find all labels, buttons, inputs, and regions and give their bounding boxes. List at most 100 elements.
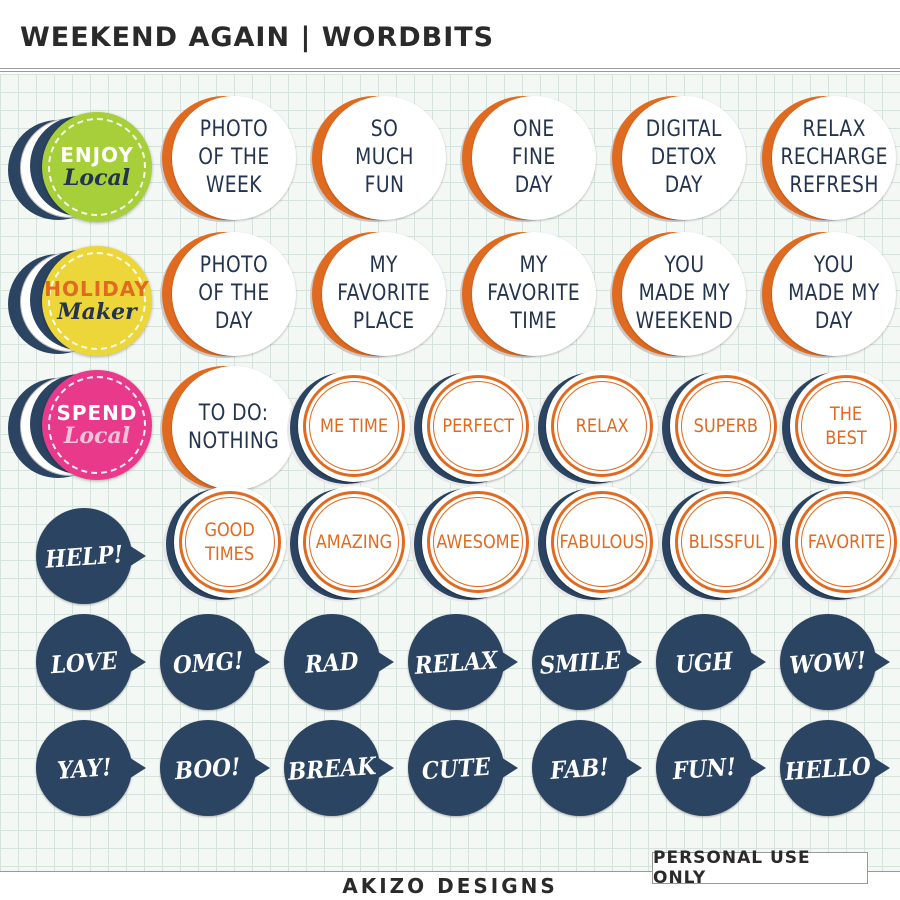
orange-wordbit-blissful: BLISSFUL	[659, 486, 782, 602]
badge-line-2: Local	[63, 165, 131, 191]
speech-bubble-relax: RELAX	[408, 614, 518, 710]
wordbit-text: SO MUCH FUN	[354, 117, 414, 198]
speech-bubble-fab: FAB!	[532, 720, 642, 816]
white-wordbit-you-made-my-day: YOU MADE MY DAY	[760, 232, 896, 358]
speech-bubble-smile: SMILE	[532, 614, 642, 710]
wordbit-text: AWESOME	[436, 531, 520, 553]
speech-bubble-help: HELP!	[36, 508, 146, 604]
wordbit-text: RELAX	[575, 415, 629, 437]
bubble-tail-icon	[372, 648, 394, 676]
wordbit-text: MY FAVORITE PLACE	[337, 253, 431, 334]
header-divider	[0, 68, 900, 72]
bubble-text: YAY!	[55, 751, 113, 785]
white-wordbit-photo-of-the-week: PHOTO OF THE WEEK	[160, 96, 296, 222]
white-wordbit-to-do-nothing: TO DO: NOTHING	[160, 366, 296, 492]
brand-name: AKIZO DESIGNS	[342, 874, 558, 898]
bubble-text: RAD	[304, 645, 360, 679]
bubble-tail-icon	[124, 754, 146, 782]
wordbit-text: DIGITAL DETOX DAY	[645, 117, 723, 198]
bubble-tail-icon	[372, 754, 394, 782]
bubble-text: FUN!	[671, 751, 737, 785]
speech-bubble-yay: YAY!	[36, 720, 146, 816]
wordbit-text: SUPERB	[693, 415, 759, 437]
wordbit-text: AMAZING	[315, 531, 393, 553]
wordbit-text: FABULOUS	[559, 531, 645, 553]
orange-wordbit-good-times: GOOD TIMES	[163, 486, 286, 602]
orange-wordbit-fabulous: FABULOUS	[535, 486, 658, 602]
speech-bubble-rad: RAD	[284, 614, 394, 710]
bubble-text: UGH	[674, 645, 734, 679]
white-wordbit-photo-of-the-day: PHOTO OF THE DAY	[160, 232, 296, 358]
bubble-tail-icon	[868, 754, 890, 782]
badge-line-1: HOLIDAY	[44, 277, 150, 301]
white-wordbit-one-fine-day: ONE FINE DAY	[460, 96, 596, 222]
bubble-tail-icon	[868, 648, 890, 676]
wordbit-text: ONE FINE DAY	[512, 117, 556, 198]
wordbit-text: MY FAVORITE TIME	[487, 253, 581, 334]
bubble-text: BREAK	[286, 750, 378, 786]
speech-bubble-boo: BOO!	[160, 720, 270, 816]
header: WEEKEND AGAIN | WORDBITS	[0, 0, 900, 68]
orange-wordbit-the-best: THE BEST	[779, 370, 900, 486]
bubble-tail-icon	[744, 648, 766, 676]
white-wordbit-so-much-fun: SO MUCH FUN	[310, 96, 446, 222]
bubble-text: HELLO	[784, 750, 872, 786]
badge-holiday-maker: HOLIDAY Maker	[8, 246, 158, 358]
orange-wordbit-superb: SUPERB	[659, 370, 782, 486]
speech-bubble-omg: OMG!	[160, 614, 270, 710]
wordbit-text: YOU MADE MY DAY	[788, 253, 880, 334]
orange-wordbit-perfect: PERFECT	[411, 370, 534, 486]
bubble-text: HELP!	[44, 538, 124, 574]
page-title: WEEKEND AGAIN | WORDBITS	[20, 22, 495, 53]
bubble-tail-icon	[496, 648, 518, 676]
wordbit-text: PHOTO OF THE DAY	[198, 253, 270, 334]
wordbit-text: RELAX RECHARGE REFRESH	[780, 117, 888, 198]
bubble-tail-icon	[744, 754, 766, 782]
bubble-tail-icon	[248, 754, 270, 782]
white-wordbit-my-favorite-place: MY FAVORITE PLACE	[310, 232, 446, 358]
bubble-text: LOVE	[49, 645, 119, 679]
badge-line-2: Maker	[57, 299, 137, 325]
white-wordbit-digital-detox-day: DIGITAL DETOX DAY	[610, 96, 746, 222]
badge-enjoy-local: ENJOY Local	[8, 112, 158, 224]
bubble-text: FAB!	[549, 751, 611, 785]
bubble-tail-icon	[496, 754, 518, 782]
bubble-text: CUTE	[420, 751, 492, 785]
speech-bubble-cute: CUTE	[408, 720, 518, 816]
bubble-tail-icon	[620, 648, 642, 676]
orange-wordbit-favorite: FAVORITE	[779, 486, 900, 602]
orange-wordbit-amazing: AMAZING	[287, 486, 410, 602]
bubble-text: WOW!	[788, 644, 868, 680]
wordbit-text: TO DO: NOTHING	[188, 401, 280, 454]
white-wordbit-relax-recharge-refresh: RELAX RECHARGE REFRESH	[760, 96, 896, 222]
speech-bubble-wow: WOW!	[780, 614, 890, 710]
badge-line-2: Local	[63, 423, 131, 449]
bubble-tail-icon	[124, 542, 146, 570]
wordbit-text: GOOD TIMES	[204, 519, 256, 565]
wordbit-text: PHOTO OF THE WEEK	[198, 117, 270, 198]
wordbit-text: YOU MADE MY WEEKEND	[635, 253, 733, 334]
wordbit-text: PERFECT	[442, 415, 514, 437]
license-label: PERSONAL USE ONLY	[652, 848, 868, 888]
bubble-tail-icon	[248, 648, 270, 676]
wordbit-text: FAVORITE	[807, 531, 885, 553]
orange-wordbit-relax: RELAX	[535, 370, 658, 486]
bubble-tail-icon	[124, 648, 146, 676]
wordbit-text: THE BEST	[825, 403, 867, 449]
bubble-text: SMILE	[538, 644, 622, 680]
bubble-text: RELAX	[413, 644, 499, 680]
wordbit-text: ME TIME	[319, 415, 389, 437]
bubble-tail-icon	[620, 754, 642, 782]
orange-wordbit-me-time: ME TIME	[287, 370, 410, 486]
footer-divider	[0, 871, 900, 872]
badge-line-1: ENJOY	[60, 143, 134, 167]
speech-bubble-break: BREAK	[284, 720, 394, 816]
wordbit-text: BLISSFUL	[688, 531, 764, 553]
white-wordbit-my-favorite-time: MY FAVORITE TIME	[460, 232, 596, 358]
white-wordbit-you-made-my-weekend: YOU MADE MY WEEKEND	[610, 232, 746, 358]
speech-bubble-fun: FUN!	[656, 720, 766, 816]
bubble-text: BOO!	[174, 751, 242, 785]
speech-bubble-hello: HELLO	[780, 720, 890, 816]
orange-wordbit-awesome: AWESOME	[411, 486, 534, 602]
speech-bubble-ugh: UGH	[656, 614, 766, 710]
